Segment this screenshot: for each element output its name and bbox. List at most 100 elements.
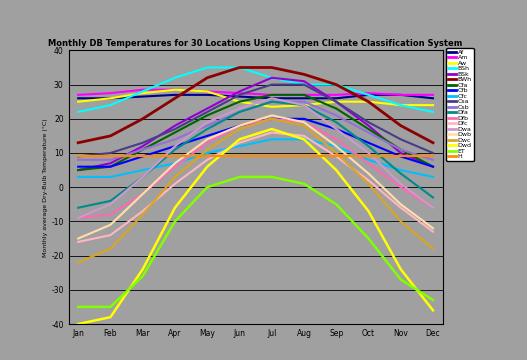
ET <box>236 175 242 179</box>
Af <box>204 93 210 97</box>
Cfc <box>301 137 307 141</box>
Dwc <box>269 117 275 121</box>
Dwb <box>333 144 339 148</box>
Csa <box>301 82 307 87</box>
Dfa <box>236 110 242 114</box>
Dwb <box>269 113 275 117</box>
Csb <box>75 158 81 162</box>
BSh <box>75 110 81 114</box>
Cfb <box>140 154 146 158</box>
H <box>75 154 81 158</box>
Line: Dwc: Dwc <box>78 119 433 262</box>
Dwb <box>430 226 436 230</box>
Dwb <box>397 202 404 206</box>
Line: BWh: BWh <box>78 68 433 143</box>
Cfc <box>236 144 242 148</box>
Dfb <box>75 216 81 220</box>
Dwd <box>204 165 210 169</box>
Line: Dfa: Dfa <box>78 102 433 208</box>
Line: Cfc: Cfc <box>78 139 433 177</box>
Aw <box>269 105 275 109</box>
Line: Cfa: Cfa <box>78 95 433 170</box>
BSk <box>365 123 372 128</box>
H <box>172 154 178 158</box>
Line: Aw: Aw <box>78 90 433 107</box>
BSk <box>430 165 436 169</box>
Csa <box>204 110 210 114</box>
Aw <box>140 91 146 95</box>
Dwa <box>333 127 339 131</box>
Dwa <box>75 216 81 220</box>
Am <box>75 93 81 97</box>
BWh <box>172 96 178 100</box>
BSk <box>172 123 178 128</box>
Af <box>333 96 339 100</box>
BSh <box>269 76 275 80</box>
Csa <box>397 137 404 141</box>
Line: ET: ET <box>78 177 433 307</box>
Line: Dwd: Dwd <box>78 129 433 324</box>
Am <box>108 91 114 95</box>
Csb <box>172 137 178 141</box>
Dwd <box>172 206 178 210</box>
Dwd <box>430 308 436 312</box>
Line: Af: Af <box>78 95 433 98</box>
Dfa <box>365 144 372 148</box>
Dwc <box>108 247 114 251</box>
Cfb <box>108 165 114 169</box>
Cfa <box>333 106 339 111</box>
Cfa <box>204 113 210 117</box>
Cfc <box>397 168 404 172</box>
Dwd <box>75 322 81 326</box>
BSh <box>333 82 339 87</box>
Line: Dwa: Dwa <box>78 98 433 218</box>
Cfc <box>172 161 178 165</box>
Aw <box>236 99 242 104</box>
Am <box>236 91 242 95</box>
Csb <box>140 148 146 152</box>
Am <box>140 87 146 92</box>
Cfa <box>140 148 146 152</box>
BSk <box>397 151 404 155</box>
Dfc <box>430 230 436 234</box>
Dfa <box>333 120 339 124</box>
Af <box>75 96 81 100</box>
Cfa <box>236 99 242 104</box>
Af <box>269 96 275 100</box>
Am <box>301 93 307 97</box>
Aw <box>430 103 436 107</box>
Csa <box>430 151 436 155</box>
BSh <box>365 93 372 97</box>
Dwc <box>75 260 81 265</box>
Csb <box>301 99 307 104</box>
Dfc <box>269 130 275 135</box>
Csa <box>236 93 242 97</box>
Af <box>430 96 436 100</box>
ET <box>75 305 81 309</box>
Cfb <box>269 117 275 121</box>
Cfb <box>430 165 436 169</box>
BWh <box>108 134 114 138</box>
Dfb <box>172 165 178 169</box>
Cfb <box>333 127 339 131</box>
Dwa <box>365 151 372 155</box>
Dwb <box>301 120 307 124</box>
Dwc <box>140 212 146 217</box>
BSk <box>333 99 339 104</box>
BSh <box>172 76 178 80</box>
ET <box>204 185 210 189</box>
Aw <box>204 89 210 94</box>
Dwa <box>430 206 436 210</box>
Dwc <box>204 148 210 152</box>
Cfb <box>75 165 81 169</box>
Cfa <box>108 165 114 169</box>
Dwc <box>365 181 372 186</box>
Af <box>108 96 114 100</box>
Cfa <box>430 165 436 169</box>
Dfb <box>397 185 404 189</box>
Cfa <box>365 127 372 131</box>
Cfb <box>365 140 372 145</box>
Dfb <box>140 192 146 196</box>
Cfc <box>333 144 339 148</box>
Aw <box>172 87 178 92</box>
